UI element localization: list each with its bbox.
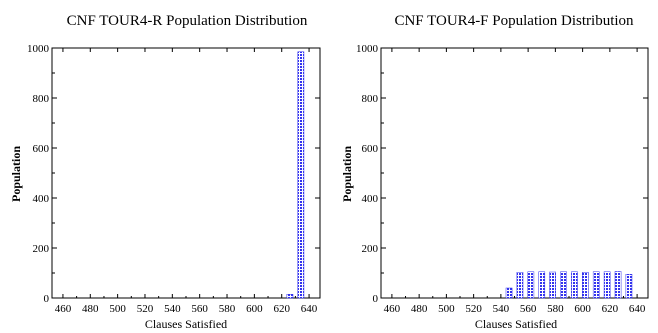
x-tick-label: 540 xyxy=(493,303,510,315)
bar xyxy=(527,271,535,299)
y-tick-label: 200 xyxy=(33,243,50,255)
x-tick-label: 460 xyxy=(384,303,401,315)
x-tick-label: 460 xyxy=(55,303,72,315)
x-tick-label: 480 xyxy=(411,303,428,315)
x-tick-label: 540 xyxy=(164,303,181,315)
y-tick-label: 0 xyxy=(44,293,50,305)
x-tick-label: 560 xyxy=(520,303,537,315)
x-tick-label: 640 xyxy=(629,303,646,315)
y-tick-label: 1000 xyxy=(27,43,50,55)
y-tick-label: 800 xyxy=(362,93,379,105)
x-tick-label: 600 xyxy=(574,303,591,315)
bar xyxy=(614,271,622,299)
bar xyxy=(516,272,524,299)
x-tick-label: 580 xyxy=(547,303,564,315)
chart-title: CNF TOUR4-F Population Distribution xyxy=(394,13,634,29)
chart-right: CNF TOUR4-F Population Distribution Popu… xyxy=(340,13,649,331)
x-tick-label: 580 xyxy=(219,303,236,315)
y-tick-label: 600 xyxy=(33,143,50,155)
y-axis-label: Population xyxy=(340,146,354,202)
bar xyxy=(603,271,611,299)
bar xyxy=(549,271,556,299)
x-tick-label: 520 xyxy=(465,303,482,315)
bar xyxy=(625,274,633,299)
y-tick-label: 1000 xyxy=(356,43,379,55)
y-tick-label: 200 xyxy=(362,243,379,255)
bar xyxy=(505,287,513,299)
x-tick-label: 620 xyxy=(273,303,290,315)
chart-left: CNF TOUR4-R Population Distribution Popu… xyxy=(9,13,321,331)
bar xyxy=(538,271,546,299)
y-tick-label: 0 xyxy=(373,293,379,305)
x-tick-label: 500 xyxy=(109,303,126,315)
x-tick-label: 620 xyxy=(602,303,619,315)
plot-frame xyxy=(380,47,649,299)
x-tick-label: 560 xyxy=(191,303,208,315)
x-tick-label: 480 xyxy=(82,303,99,315)
x-axis-label: Clauses Satisfied xyxy=(475,317,557,331)
y-axis-label: Population xyxy=(9,146,23,202)
chart-title: CNF TOUR4-R Population Distribution xyxy=(67,13,308,29)
bar xyxy=(297,51,305,299)
x-tick-label: 640 xyxy=(301,303,318,315)
bar xyxy=(571,271,578,299)
tick-group: 460 480 500 520 540 560 580 600 620 640 0 200 400 600… xyxy=(27,43,320,315)
bar xyxy=(592,271,600,299)
y-tick-label: 800 xyxy=(33,93,50,105)
y-tick-label: 400 xyxy=(33,193,50,205)
plot-frame xyxy=(51,47,321,299)
bar xyxy=(582,272,589,299)
x-axis-label: Clauses Satisfied xyxy=(145,317,227,331)
x-tick-label: 500 xyxy=(438,303,455,315)
tick-group: 460 480 500 520 540 560 580 600 620 640 0 200 400 600… xyxy=(356,43,648,315)
bar xyxy=(560,271,567,299)
y-tick-label: 600 xyxy=(362,143,379,155)
y-tick-label: 400 xyxy=(362,193,379,205)
bar-group xyxy=(286,51,305,299)
x-tick-label: 600 xyxy=(246,303,263,315)
bar xyxy=(286,294,294,299)
x-tick-label: 520 xyxy=(137,303,154,315)
bar-group xyxy=(505,271,633,299)
